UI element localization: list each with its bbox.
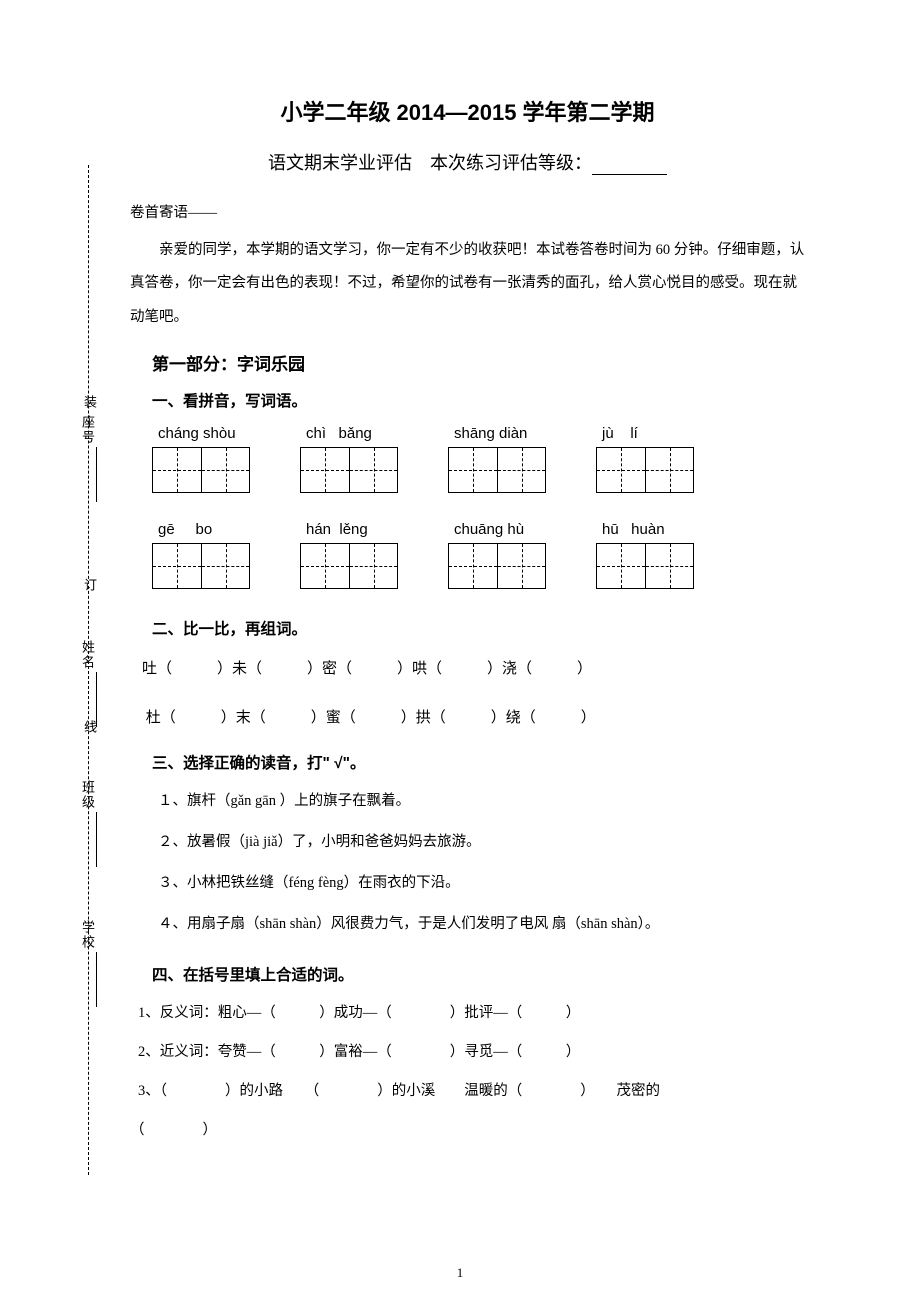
pinyin-text: chì bǎng — [300, 425, 372, 442]
pinyin-item: hán lěng — [300, 521, 398, 589]
pinyin-text: cháng shòu — [152, 425, 236, 442]
pinyin-item: cháng shòu — [152, 425, 250, 493]
q3-4[interactable]: ４、用扇子扇（shān shàn）风很费力气，于是人们发明了电风 扇（shān … — [158, 910, 805, 939]
pinyin-item: chì bǎng — [300, 425, 398, 493]
char-write-box[interactable] — [448, 447, 546, 493]
char-write-box[interactable] — [152, 543, 250, 589]
s2-title: 二、比一比，再组词。 — [152, 617, 805, 639]
char-write-box[interactable] — [448, 543, 546, 589]
char-write-box[interactable] — [596, 447, 694, 493]
q3-1[interactable]: １、旗杆（gǎn gān ）上的旗子在飘着。 — [158, 787, 805, 816]
pinyin-row-1: cháng shòu chì bǎng shāng diàn jù lí — [152, 425, 805, 493]
page-title: 小学二年级 2014—2015 学年第二学期 — [130, 95, 805, 127]
compare-line-1[interactable]: 吐（ ）未（ ）密（ ）哄（ ）浇（ ） — [142, 653, 805, 686]
fill-line-2[interactable]: 2、近义词：夸赞—（ ）富裕—（ ）寻觅—（ ） — [138, 1038, 805, 1067]
pinyin-item: hū huàn — [596, 521, 694, 589]
char-write-box[interactable] — [596, 543, 694, 589]
pinyin-item: jù lí — [596, 425, 694, 493]
pinyin-text: hū huàn — [596, 521, 665, 538]
char-write-box[interactable] — [300, 447, 398, 493]
q3-3[interactable]: ３、小林把铁丝缝（féng fèng）在雨衣的下沿。 — [158, 869, 805, 898]
pinyin-item: chuāng hù — [448, 521, 546, 589]
pinyin-text: jù lí — [596, 425, 638, 442]
pinyin-text: gē bo — [152, 521, 212, 538]
pinyin-item: gē bo — [152, 521, 250, 589]
fill-line-1[interactable]: 1、反义词：粗心—（ ）成功—（ ）批评—（ ） — [138, 999, 805, 1028]
fill-line-4[interactable]: （ ） — [130, 1116, 805, 1145]
part1-title: 第一部分：字词乐园 — [152, 350, 805, 375]
pinyin-text: shāng diàn — [448, 425, 527, 442]
page-subtitle: 语文期末学业评估 本次练习评估等级： — [130, 149, 805, 175]
pinyin-item: shāng diàn — [448, 425, 546, 493]
compare-line-2[interactable]: 杜（ ）末（ ）蜜（ ）拱（ ）绕（ ） — [142, 702, 805, 735]
pinyin-text: chuāng hù — [448, 521, 524, 538]
s1-title: 一、看拼音，写词语。 — [152, 389, 805, 411]
char-write-box[interactable] — [300, 543, 398, 589]
page-number: 1 — [0, 1265, 920, 1281]
preface-body: 亲爱的同学，本学期的语文学习，你一定有不少的收获吧！本试卷答卷时间为 60 分钟… — [130, 234, 805, 334]
q3-2[interactable]: ２、放暑假（jià jiǎ）了，小明和爸爸妈妈去旅游。 — [158, 828, 805, 857]
pinyin-row-2: gē bo hán lěng chuāng hù hū huàn — [152, 521, 805, 589]
s4-title: 四、在括号里填上合适的词。 — [152, 963, 805, 985]
grade-blank[interactable] — [592, 157, 667, 175]
char-write-box[interactable] — [152, 447, 250, 493]
fill-line-3[interactable]: 3、（ ）的小路 （ ）的小溪 温暖的（ ） 茂密的 — [138, 1077, 805, 1106]
pinyin-text: hán lěng — [300, 521, 368, 538]
page-content: 小学二年级 2014—2015 学年第二学期 语文期末学业评估 本次练习评估等级… — [0, 0, 920, 1195]
s3-title: 三、选择正确的读音，打" √"。 — [152, 751, 805, 773]
preface-label: 卷首寄语—— — [130, 201, 805, 222]
